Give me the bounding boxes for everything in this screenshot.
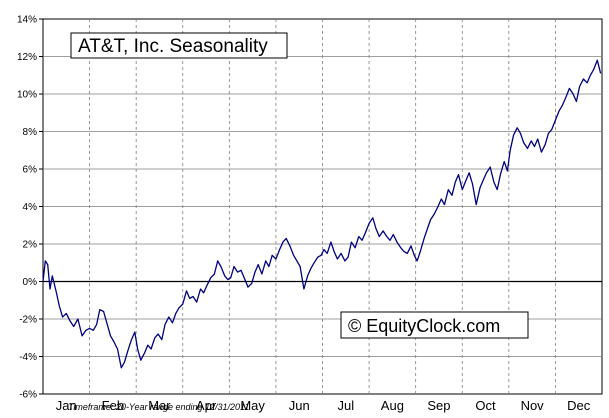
x-tick-label: Nov <box>521 398 545 413</box>
y-tick-label: -6% <box>19 390 37 401</box>
y-tick-label: 6% <box>23 165 38 176</box>
y-tick-label: 8% <box>23 127 38 138</box>
watermark: © EquityClock.com <box>348 316 500 336</box>
x-axis: Jan Feb Mar Apr May Jun Jul Aug Sep Oct Nov Dec <box>56 398 591 413</box>
watermark-box: © EquityClock.com <box>340 311 529 339</box>
x-tick-label: Feb <box>102 398 124 413</box>
y-tick-label: 4% <box>23 202 38 213</box>
x-tick-label: Dec <box>567 398 591 413</box>
footnote: Timeframe: 20-Year range ending 12/31/20… <box>68 402 249 412</box>
x-tick-label: Jun <box>289 398 310 413</box>
x-tick-label: Sep <box>427 398 450 413</box>
x-tick-label: Mar <box>148 398 171 413</box>
x-tick-label: May <box>240 398 265 413</box>
y-tick-label: 2% <box>23 240 38 251</box>
x-tick-label: Jan <box>56 398 77 413</box>
x-tick-label: Aug <box>381 398 404 413</box>
x-tick-label: Oct <box>475 398 496 413</box>
y-tick-label: -2% <box>19 315 37 326</box>
y-tick-label: -4% <box>19 352 37 363</box>
y-axis: 14% 12% 10% 8% 6% 4% 2% 0% -2% -4% -6% <box>17 15 43 401</box>
title-box: AT&T, Inc. Seasonality <box>70 32 288 59</box>
series-line <box>42 59 602 369</box>
y-tick-label: 0% <box>23 277 38 288</box>
series <box>42 59 602 369</box>
grid <box>43 19 602 394</box>
y-tick-label: 12% <box>17 52 37 63</box>
chart-title: AT&T, Inc. Seasonality <box>78 36 268 57</box>
y-tick-label: 10% <box>17 90 37 101</box>
x-tick-label: Apr <box>196 398 217 413</box>
x-tick-label: Jul <box>337 398 354 413</box>
y-tick-label: 14% <box>17 15 37 26</box>
